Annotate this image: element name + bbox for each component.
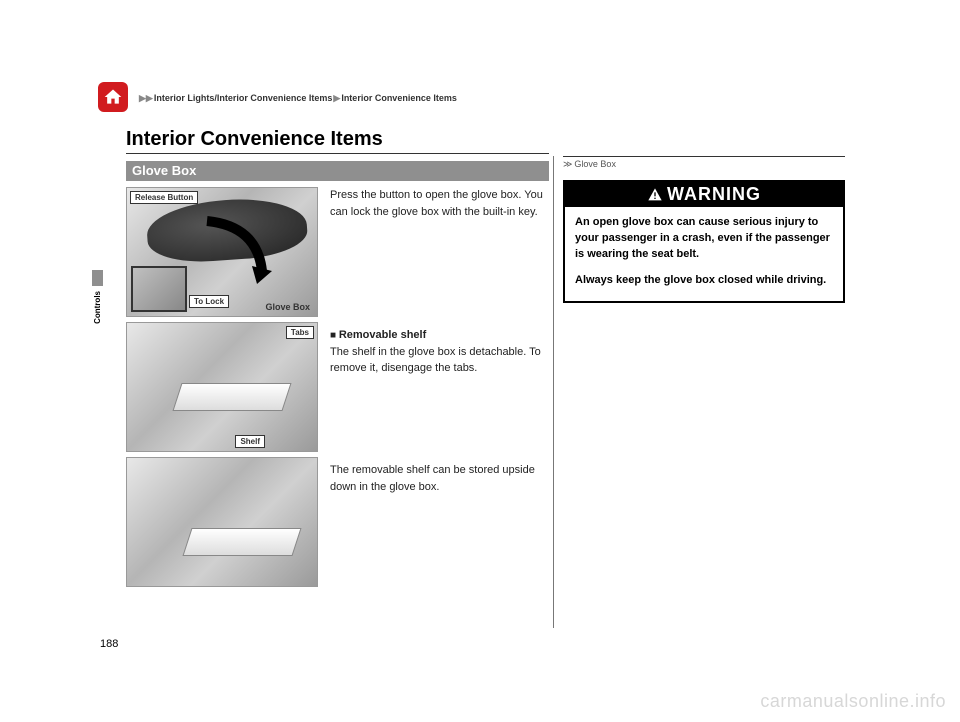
label-release-button: Release Button: [130, 191, 198, 204]
figure-removable-shelf: Tabs Shelf: [126, 322, 318, 452]
lock-inset-illustration: [131, 266, 187, 312]
warning-paragraph-2: Always keep the glove box closed while d…: [575, 274, 826, 286]
side-section-label: Controls: [93, 291, 102, 324]
home-button[interactable]: [98, 82, 128, 112]
breadcrumb-seg1: Interior Lights/Interior Convenience Ite…: [154, 93, 333, 103]
watermark: carmanualsonline.info: [760, 691, 946, 712]
warning-header: WARNING: [565, 182, 843, 207]
side-note-divider: [563, 156, 845, 157]
breadcrumb-separator-icon: ▶: [333, 93, 340, 103]
warning-box: WARNING An open glove box can cause seri…: [563, 180, 845, 303]
warning-body: An open glove box can cause serious inju…: [565, 207, 843, 301]
warning-title: WARNING: [667, 184, 761, 205]
body-text-3: The removable shelf can be stored upside…: [330, 462, 550, 495]
side-note-column: ≫Glove Box WARNING An open glove box can…: [563, 156, 845, 303]
breadcrumb-separator-icon: ▶▶: [139, 93, 153, 103]
subheading-removable-shelf: Removable shelf: [339, 329, 426, 341]
shelf-illustration: [172, 383, 291, 411]
side-note-header: ≫Glove Box: [563, 159, 845, 170]
breadcrumb: ▶▶Interior Lights/Interior Convenience I…: [138, 93, 457, 104]
home-icon: [103, 87, 123, 107]
bullet-square-icon: ■: [330, 330, 339, 341]
label-glove-box: Glove Box: [261, 301, 314, 313]
label-tabs: Tabs: [286, 326, 314, 339]
side-note-marker-icon: ≫: [563, 159, 572, 169]
figure-shelf-stored: [126, 457, 318, 587]
figure-glove-box-open: Release Button To Lock Glove Box: [126, 187, 318, 317]
breadcrumb-seg2: Interior Convenience Items: [341, 93, 457, 103]
title-divider: [126, 153, 549, 154]
section-heading: Glove Box: [126, 161, 549, 181]
body-text-2: ■ Removable shelf The shelf in the glove…: [330, 327, 550, 377]
page-title: Interior Convenience Items: [126, 128, 383, 151]
label-shelf: Shelf: [235, 435, 265, 448]
side-tab-marker: [92, 270, 103, 286]
side-note-title: Glove Box: [574, 159, 616, 169]
shelf-stored-illustration: [182, 528, 301, 556]
vertical-divider: [553, 156, 554, 628]
body-text-2-content: The shelf in the glove box is detachable…: [330, 346, 541, 375]
body-text-1: Press the button to open the glove box. …: [330, 187, 550, 220]
swing-arrow-icon: [197, 216, 277, 286]
warning-paragraph-1: An open glove box can cause serious inju…: [575, 216, 830, 260]
warning-triangle-icon: [647, 187, 663, 203]
page-number: 188: [100, 638, 118, 650]
label-to-lock: To Lock: [189, 295, 229, 308]
